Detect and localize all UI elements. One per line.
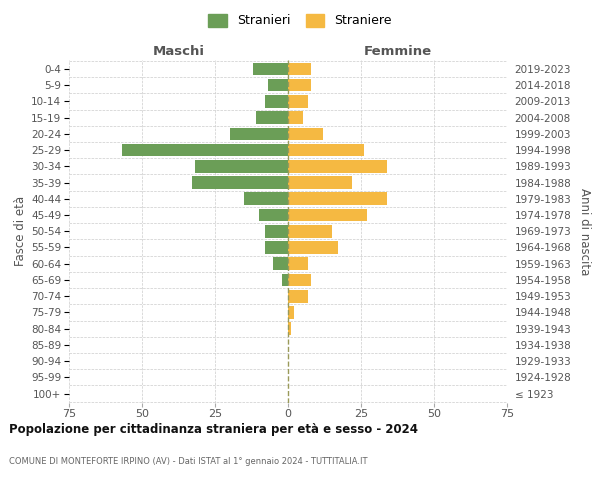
Bar: [288, 79, 311, 92]
Bar: [282, 274, 288, 286]
Bar: [288, 274, 311, 286]
Bar: [122, 144, 288, 156]
Bar: [259, 208, 288, 222]
Legend: Stranieri, Straniere: Stranieri, Straniere: [203, 8, 397, 32]
Bar: [191, 176, 288, 189]
Bar: [256, 112, 288, 124]
Bar: [274, 258, 288, 270]
Text: Maschi: Maschi: [152, 44, 205, 58]
Bar: [288, 62, 311, 76]
Text: COMUNE DI MONTEFORTE IRPINO (AV) - Dati ISTAT al 1° gennaio 2024 - TUTTITALIA.IT: COMUNE DI MONTEFORTE IRPINO (AV) - Dati …: [9, 458, 367, 466]
Bar: [288, 128, 323, 140]
Bar: [288, 176, 352, 189]
Bar: [288, 322, 291, 335]
Text: Popolazione per cittadinanza straniera per età e sesso - 2024: Popolazione per cittadinanza straniera p…: [9, 422, 418, 436]
Bar: [253, 62, 288, 76]
Bar: [288, 192, 387, 205]
Bar: [288, 160, 387, 172]
Bar: [194, 160, 288, 172]
Bar: [265, 95, 288, 108]
Bar: [230, 128, 288, 140]
Bar: [288, 241, 338, 254]
Bar: [288, 290, 308, 302]
Bar: [288, 225, 332, 237]
Text: Femmine: Femmine: [364, 44, 431, 58]
Bar: [265, 241, 288, 254]
Bar: [288, 112, 302, 124]
Bar: [288, 306, 294, 318]
Y-axis label: Anni di nascita: Anni di nascita: [578, 188, 592, 275]
Bar: [265, 225, 288, 237]
Bar: [268, 79, 288, 92]
Bar: [288, 95, 308, 108]
Bar: [288, 144, 364, 156]
Bar: [244, 192, 288, 205]
Bar: [288, 208, 367, 222]
Bar: [288, 258, 308, 270]
Y-axis label: Fasce di età: Fasce di età: [14, 196, 27, 266]
